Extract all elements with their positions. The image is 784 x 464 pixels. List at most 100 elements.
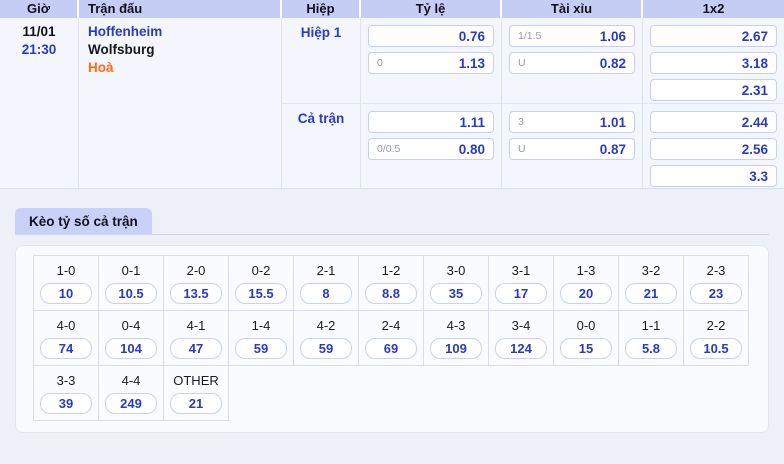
score-cell: OTHER 21 (163, 365, 229, 421)
over-under-line: 1/1.5 (518, 30, 542, 42)
tab-correct-score[interactable]: Kèo tỷ số cả trận (15, 208, 152, 234)
1x2-odds-value: 2.31 (741, 82, 768, 98)
score-odds-pill[interactable]: 59 (235, 337, 287, 359)
score-label: 3-1 (511, 262, 531, 278)
score-cell: 3-4 124 (488, 310, 554, 366)
score-odds-pill[interactable]: 15 (560, 337, 612, 359)
1x2-odds-button[interactable]: 2.31 (650, 79, 777, 101)
match-row: 11/01 21:30 Hoffenheim Wolfsburg Hoà Hiệ… (0, 18, 784, 189)
1x2-odds-value: 2.56 (741, 141, 768, 157)
score-label: 2-1 (316, 262, 336, 278)
1x2-odds-value: 3.18 (741, 55, 768, 71)
1x2-odds-button[interactable]: 3.18 (650, 52, 777, 74)
1x2-odds-button[interactable]: 2.56 (650, 138, 777, 160)
over-under-odds-button[interactable]: U 0.87 (509, 138, 635, 160)
score-odds-pill[interactable]: 17 (495, 282, 547, 304)
score-odds-pill[interactable]: 8 (300, 282, 352, 304)
header-match: Trận đấu (79, 0, 282, 18)
1x2-odds-value: 2.67 (741, 28, 768, 44)
score-odds-pill[interactable]: 35 (430, 282, 482, 304)
handicap-odds-button[interactable]: 0/0.5 0.80 (368, 138, 494, 160)
score-label: 0-4 (121, 317, 141, 333)
handicap-odds-cell: 1.11 0/0.5 0.80 (361, 104, 502, 188)
score-cell: 2-2 10.5 (683, 310, 749, 366)
handicap-odds-button[interactable]: 1.11 (368, 111, 494, 133)
score-cell: 1-4 59 (228, 310, 294, 366)
1x2-odds-value: 2.44 (741, 114, 768, 130)
score-label: 1-2 (381, 262, 401, 278)
score-label: OTHER (173, 372, 219, 388)
1x2-odds-cell: 2.44 2.56 3.3 (643, 104, 784, 188)
over-under-line: 3 (518, 116, 524, 128)
over-under-odds-value: 1.01 (599, 114, 626, 130)
score-label: 4-2 (316, 317, 336, 333)
score-odds-pill[interactable]: 8.8 (365, 282, 417, 304)
score-cell: 4-4 249 (98, 365, 164, 421)
handicap-odds-value: 1.13 (458, 55, 485, 71)
1x2-odds-button[interactable]: 2.67 (650, 25, 777, 47)
over-under-odds-cell: 3 1.01 U 0.87 (502, 104, 643, 188)
score-cell: 3-1 17 (488, 255, 554, 311)
score-label: 1-0 (56, 262, 76, 278)
score-label: 0-2 (251, 262, 271, 278)
score-cell: 0-0 15 (553, 310, 619, 366)
score-odds-pill[interactable]: 47 (170, 337, 222, 359)
home-team-link[interactable]: Hoffenheim (88, 24, 163, 39)
1x2-odds-button[interactable]: 3.3 (650, 165, 777, 187)
score-label: 1-3 (576, 262, 596, 278)
over-under-odds-value: 1.06 (599, 28, 626, 44)
handicap-odds-button[interactable]: 0 1.13 (368, 52, 494, 74)
section-label-full-time: Cả trận (282, 104, 361, 188)
handicap-odds-value: 0.76 (458, 28, 485, 44)
score-cell: 3-2 21 (618, 255, 684, 311)
score-cell: 2-0 13.5 (163, 255, 229, 311)
score-cell: 4-0 74 (33, 310, 99, 366)
score-odds-pill[interactable]: 15.5 (235, 282, 287, 304)
score-cell: 1-3 20 (553, 255, 619, 311)
section-label-first-half: Hiệp 1 (282, 18, 361, 103)
score-label: 1-4 (251, 317, 271, 333)
score-odds-pill[interactable]: 23 (690, 282, 742, 304)
score-odds-pill[interactable]: 69 (365, 337, 417, 359)
tab-strip: Kèo tỷ số cả trận (15, 208, 769, 235)
score-odds-pill[interactable]: 20 (560, 282, 612, 304)
score-odds-pill[interactable]: 10.5 (105, 282, 157, 304)
handicap-odds-button[interactable]: 0.76 (368, 25, 494, 47)
score-odds-pill[interactable]: 13.5 (170, 282, 222, 304)
score-odds-pill[interactable]: 21 (625, 282, 677, 304)
odds-table-header: Giờ Trận đấu Hiệp Tỷ lệ Tài xỉu 1x2 (0, 0, 784, 18)
score-row: 1-0 10 0-1 10.5 2-0 13.5 0-2 15.5 2-1 8 1-2 8.8 3-0 3… (33, 255, 749, 311)
over-under-odds-cell: 1/1.5 1.06 U 0.82 (502, 18, 643, 103)
score-row: 3-3 39 4-4 249 OTHER 21 (33, 365, 749, 421)
handicap-odds-cell: 0.76 0 1.13 (361, 18, 502, 103)
score-odds-pill[interactable]: 10 (40, 282, 92, 304)
1x2-odds-button[interactable]: 2.44 (650, 111, 777, 133)
score-cell: 4-1 47 (163, 310, 229, 366)
handicap-odds-value: 1.11 (459, 114, 485, 130)
score-odds-pill[interactable]: 39 (40, 392, 92, 414)
score-odds-pill[interactable]: 109 (430, 337, 482, 359)
score-odds-pill[interactable]: 74 (40, 337, 92, 359)
1x2-odds-value: 3.3 (749, 168, 768, 184)
score-odds-pill[interactable]: 10.5 (690, 337, 742, 359)
match-time-cell: 11/01 21:30 (0, 18, 79, 188)
score-odds-pill[interactable]: 59 (300, 337, 352, 359)
over-under-odds-button[interactable]: U 0.82 (509, 52, 635, 74)
score-label: 4-3 (446, 317, 466, 333)
score-cell: 2-4 69 (358, 310, 424, 366)
score-odds-pill[interactable]: 21 (170, 392, 222, 414)
over-under-line: U (518, 57, 526, 69)
correct-score-grid: 1-0 10 0-1 10.5 2-0 13.5 0-2 15.5 2-1 8 1-2 8.8 3-0 3… (33, 255, 749, 421)
score-cell: 3-3 39 (33, 365, 99, 421)
header-half: Hiệp (282, 0, 361, 18)
score-cell: 2-3 23 (683, 255, 749, 311)
over-under-odds-button[interactable]: 3 1.01 (509, 111, 635, 133)
score-odds-pill[interactable]: 249 (105, 392, 157, 414)
score-odds-pill[interactable]: 124 (495, 337, 547, 359)
score-odds-pill[interactable]: 5.8 (625, 337, 677, 359)
handicap-odds-value: 0.80 (458, 141, 485, 157)
over-under-odds-button[interactable]: 1/1.5 1.06 (509, 25, 635, 47)
score-odds-pill[interactable]: 104 (105, 337, 157, 359)
score-label: 4-4 (121, 372, 141, 388)
match-teams-cell: Hoffenheim Wolfsburg Hoà (79, 18, 282, 188)
